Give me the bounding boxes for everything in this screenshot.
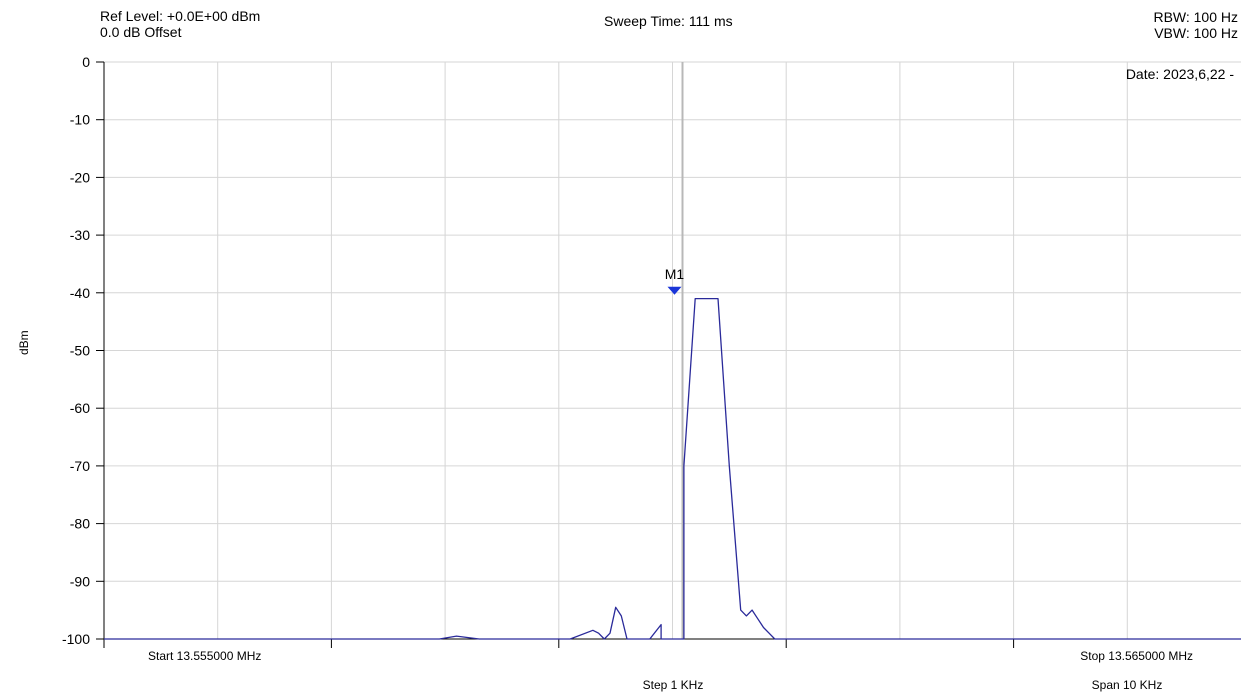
step-size: Step 1 KHz xyxy=(643,678,704,692)
y-tick-label: -60 xyxy=(70,400,90,416)
y-tick-label: -80 xyxy=(70,516,90,532)
rbw-text: RBW: 100 Hz xyxy=(1153,9,1238,25)
y-tick-label: -40 xyxy=(70,285,90,301)
grid-lines xyxy=(104,61,1241,639)
ref-level-text: Ref Level: +0.0E+00 dBm xyxy=(100,8,261,24)
y-tick-label: -20 xyxy=(70,169,90,185)
date-text: Date: 2023,6,22 - xyxy=(1126,66,1235,82)
y-tick-label: -90 xyxy=(70,573,90,589)
marker-triangle xyxy=(667,286,682,295)
y-tick-label: -10 xyxy=(70,112,90,128)
trace xyxy=(104,297,1241,640)
vbw-text: VBW: 100 Hz xyxy=(1154,25,1238,41)
y-tick-labels: 0 -10 -20 -30 -40 -50 -60 -70 -80 -90 -100 xyxy=(62,54,90,647)
marker-label: M1 xyxy=(665,266,685,282)
sweep-time-text: Sweep Time: 111 ms xyxy=(604,13,733,29)
marker: M1 xyxy=(665,266,685,295)
span-size: Span 10 KHz xyxy=(1092,678,1163,692)
y-tick-label: -30 xyxy=(70,227,90,243)
y-tick-label: 0 xyxy=(82,54,90,70)
y-tick-label: -70 xyxy=(70,458,90,474)
y-tick-label: -100 xyxy=(62,631,90,647)
axes xyxy=(96,61,1241,648)
trace-line xyxy=(104,297,1241,640)
start-frequency: Start 13.555000 MHz xyxy=(148,649,261,663)
offset-text: 0.0 dB Offset xyxy=(100,24,182,40)
y-tick-label: -50 xyxy=(70,343,90,359)
stop-frequency: Stop 13.565000 MHz xyxy=(1080,649,1193,663)
